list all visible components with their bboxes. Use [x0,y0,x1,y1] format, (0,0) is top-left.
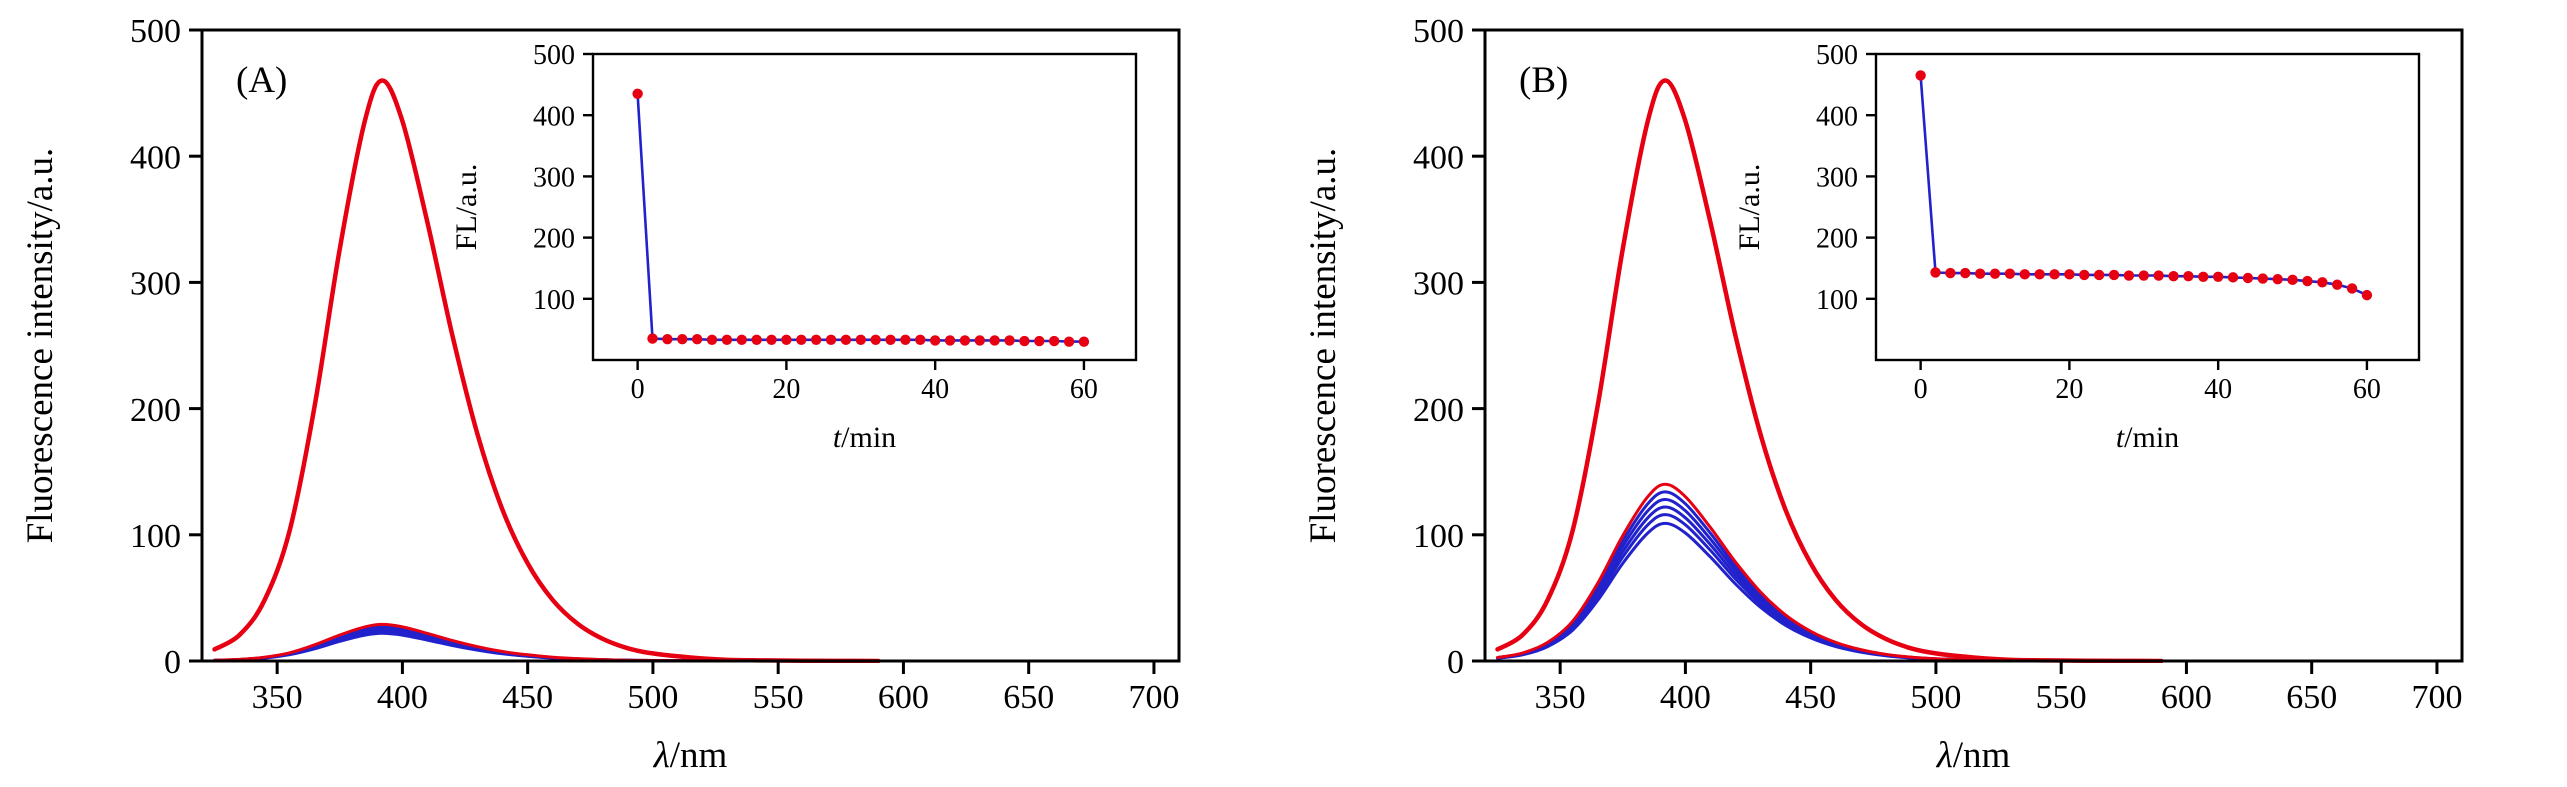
svg-text:0: 0 [1914,374,1928,405]
svg-text:40: 40 [921,374,949,405]
svg-text:0: 0 [1447,644,1464,681]
svg-text:650: 650 [1003,679,1054,716]
svg-text:100: 100 [130,518,181,555]
svg-text:400: 400 [1413,139,1464,176]
svg-text:300: 300 [533,162,575,193]
svg-text:700: 700 [1128,679,1179,716]
svg-text:300: 300 [1413,266,1464,303]
svg-text:350: 350 [252,679,303,716]
svg-text:550: 550 [2036,679,2087,716]
svg-text:500: 500 [1413,13,1464,50]
svg-text:350: 350 [1535,679,1586,716]
svg-text:100: 100 [1413,518,1464,555]
svg-text:λ/nm: λ/nm [653,735,728,776]
svg-text:550: 550 [753,679,804,716]
svg-text:400: 400 [130,139,181,176]
svg-text:400: 400 [1816,101,1858,132]
svg-text:400: 400 [1660,679,1711,716]
svg-text:450: 450 [1785,679,1836,716]
panel-b-main-chart: 350 400 450 500 550 600 650 7000100200300400500… [1303,13,2464,776]
svg-text:450: 450 [502,679,553,716]
svg-text:500: 500 [627,679,678,716]
svg-text:40: 40 [2204,374,2232,405]
panel-a-main-chart: 350 400 450 500 550 600 650 7000100200300400500… [20,13,1181,776]
svg-text:λ/nm: λ/nm [1936,735,2011,776]
svg-text:600: 600 [2161,679,2212,716]
svg-text:650: 650 [2286,679,2337,716]
svg-text:500: 500 [1910,679,1961,716]
svg-text:300: 300 [1816,162,1858,193]
svg-text:60: 60 [2353,374,2381,405]
svg-text:t/min: t/min [833,421,896,454]
svg-text:20: 20 [2055,374,2083,405]
panel-b-inset-chart: 0 20 40 60 100 200 300 400 500 t/min FL/a.u. [1733,40,2421,454]
svg-text:200: 200 [130,392,181,429]
svg-text:0: 0 [631,374,645,405]
svg-text:700: 700 [2411,679,2462,716]
svg-text:200: 200 [1413,392,1464,429]
svg-text:200: 200 [533,224,575,255]
svg-text:20: 20 [772,374,800,405]
svg-text:0: 0 [164,644,181,681]
svg-text:t/min: t/min [2116,421,2179,454]
svg-text:FL/a.u.: FL/a.u. [450,164,483,251]
svg-text:Fluorescence intensity/a.u.: Fluorescence intensity/a.u. [20,148,61,544]
svg-text:500: 500 [1816,40,1858,71]
svg-text:500: 500 [533,40,575,71]
svg-text:100: 100 [1816,285,1858,316]
svg-text:(A): (A) [236,60,287,101]
svg-text:400: 400 [533,101,575,132]
svg-text:(B): (B) [1519,60,1568,101]
svg-text:400: 400 [377,679,428,716]
panel-b: 350 400 450 500 550 600 650 700 0 100 200 300 400 500… [1283,0,2566,787]
svg-text:Fluorescence intensity/a.u.: Fluorescence intensity/a.u. [1303,148,1344,544]
panel-a-inset-chart: 0 20 40 60 100 200 300 400 500 t/min FL/a.u. [450,40,1138,454]
svg-text:500: 500 [130,13,181,50]
svg-text:600: 600 [878,679,929,716]
svg-text:300: 300 [130,266,181,303]
panel-a: 350 400 450 500 550 600 650 700 0 100 200 300 400 500… [0,0,1283,787]
svg-text:60: 60 [1070,374,1098,405]
svg-text:FL/a.u.: FL/a.u. [1733,164,1766,251]
svg-text:100: 100 [533,285,575,316]
svg-text:200: 200 [1816,224,1858,255]
